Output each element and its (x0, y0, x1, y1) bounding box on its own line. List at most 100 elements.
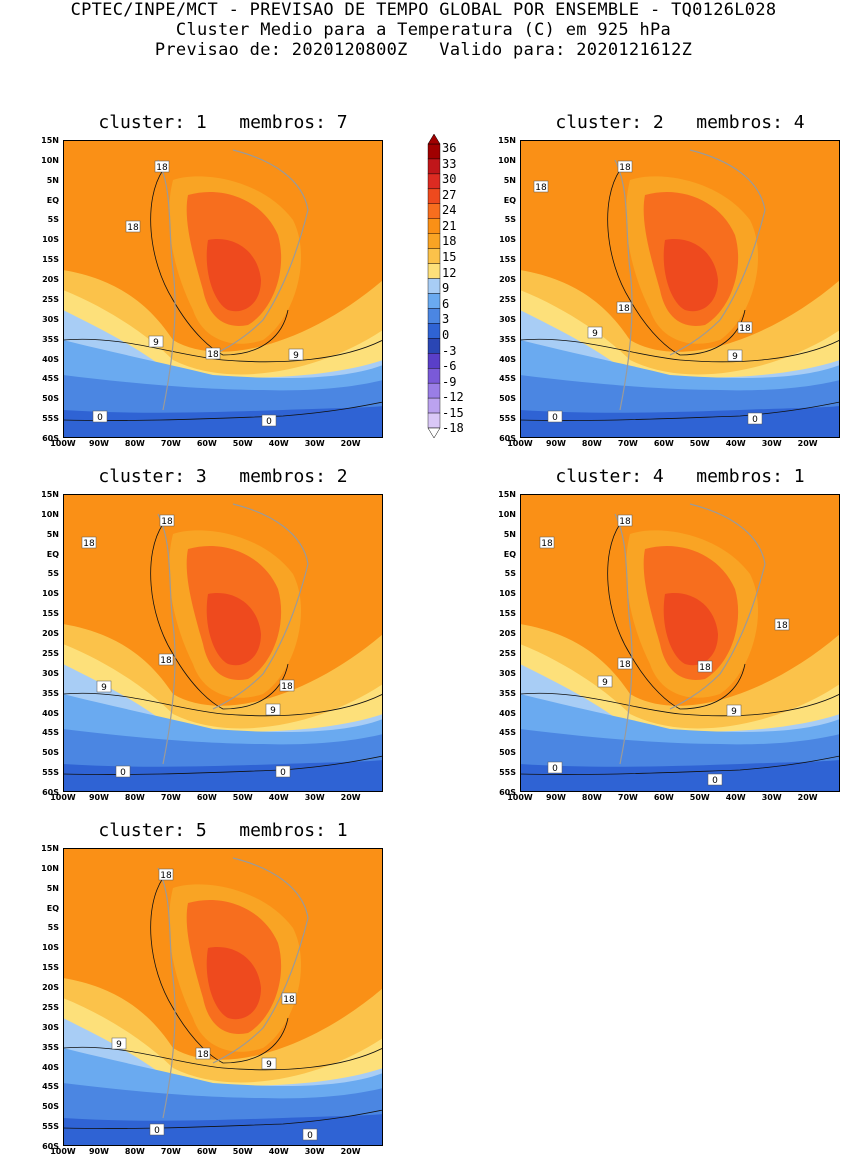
contour-label: 18 (154, 160, 170, 173)
lat-label: 10N (41, 863, 59, 873)
colorbar-label: 12 (442, 265, 457, 280)
lon-label: 60W (196, 439, 217, 448)
panel-title: cluster: 2 membros: 4 (555, 112, 805, 133)
lon-label: 70W (160, 439, 181, 448)
band-27 (663, 239, 718, 312)
lat-label: 15S (42, 609, 59, 619)
contour-18 (150, 877, 289, 1064)
colorbar-label: 24 (442, 203, 457, 218)
contour-label: 18 (81, 536, 97, 549)
lat-label: 10S (499, 589, 516, 599)
lat-label: 55S (499, 768, 516, 778)
contour-label: 9 (96, 680, 112, 693)
lat-label: 10N (41, 155, 59, 165)
svg-text:9: 9 (266, 1060, 272, 1070)
lat-label: 30S (42, 668, 59, 678)
colorbar-swatch (427, 397, 441, 414)
svg-text:18: 18 (83, 539, 95, 549)
svg-text:18: 18 (207, 350, 219, 360)
lon-label: 40W (725, 439, 746, 448)
svg-text:18: 18 (160, 656, 172, 666)
colorbar-swatch (427, 293, 441, 309)
contour-0 (520, 755, 840, 775)
contour-label: 0 (707, 773, 723, 786)
lat-label: 10S (499, 235, 516, 245)
lon-label: 70W (617, 439, 638, 448)
contour-label: 18 (125, 220, 141, 233)
lon-label: 50W (232, 793, 253, 802)
lon-label: 100W (50, 793, 76, 802)
lat-label: 35S (499, 334, 516, 344)
lat-label: 15N (498, 136, 516, 145)
lat-label: 20S (499, 629, 516, 639)
lat-label: 15S (42, 255, 59, 265)
lat-label: 20S (42, 983, 59, 993)
lat-label: 50S (499, 394, 516, 404)
colorbar-label: 3 (442, 312, 450, 327)
svg-text:0: 0 (712, 776, 718, 786)
contour-label: 18 (737, 321, 753, 334)
colorbar-swatch (427, 188, 441, 204)
band-27 (206, 593, 261, 666)
colorbar-label: -12 (442, 390, 464, 405)
svg-text:9: 9 (101, 683, 107, 693)
temperature-map: 18 18 18 18 9 9 0 0 (63, 494, 383, 792)
contour-label: 9 (288, 348, 304, 361)
contour-label: 18 (774, 618, 790, 631)
svg-text:9: 9 (270, 706, 276, 716)
contour-label: 18 (159, 514, 175, 527)
panel-title: cluster: 3 membros: 2 (98, 466, 348, 487)
svg-text:0: 0 (552, 764, 558, 774)
lat-label: 40S (42, 1062, 59, 1072)
coastline (614, 503, 766, 765)
svg-text:9: 9 (116, 1040, 122, 1050)
lat-label: 5N (503, 175, 516, 185)
colorbar-swatch (427, 233, 441, 249)
colorbar-swatch (427, 218, 441, 234)
svg-text:9: 9 (293, 351, 299, 361)
colorbar-top-arrow (427, 133, 441, 145)
contour-label: 0 (275, 765, 291, 778)
contour-label: 18 (279, 679, 295, 692)
contour-label: 9 (727, 349, 743, 362)
lat-label: 5S (47, 215, 59, 225)
contour-label: 9 (587, 326, 603, 339)
lat-label: 50S (42, 394, 59, 404)
colorbar-bottom-arrow (427, 427, 441, 439)
lat-label: 55S (42, 768, 59, 778)
lat-label: 45S (42, 1082, 59, 1092)
svg-text:0: 0 (266, 417, 272, 427)
lon-label: 80W (124, 793, 145, 802)
lat-label: 15N (41, 136, 59, 145)
lon-label: 80W (581, 793, 602, 802)
lon-label: 20W (797, 793, 818, 802)
lon-label: 20W (340, 793, 361, 802)
header-line-2: Cluster Medio para a Temperatura (C) em … (175, 20, 672, 40)
lon-label: 50W (232, 439, 253, 448)
contour-label: 0 (747, 412, 763, 425)
lat-label: 60S (42, 434, 59, 443)
coastline (157, 503, 309, 765)
lat-label: 5N (46, 883, 59, 893)
colorbar-label: 30 (442, 172, 457, 187)
map-panel-5: 18 18 18 9 9 0 0 (63, 848, 383, 1146)
colorbar-swatch (427, 353, 441, 369)
lon-label: 90W (88, 439, 109, 448)
svg-text:0: 0 (120, 768, 126, 778)
lat-label: 55S (499, 414, 516, 424)
lon-label: 70W (160, 1147, 181, 1156)
temperature-map: 18 18 18 9 9 0 0 (63, 140, 383, 438)
lat-label: 60S (42, 788, 59, 797)
lon-label: 90W (88, 793, 109, 802)
lat-label: 5S (504, 215, 516, 225)
lat-label: 35S (42, 688, 59, 698)
lon-label: 40W (268, 439, 289, 448)
contour-9 (63, 1046, 383, 1071)
band-27 (206, 239, 261, 312)
svg-text:18: 18 (281, 682, 293, 692)
lon-label: 90W (88, 1147, 109, 1156)
lat-label: 40S (499, 354, 516, 364)
lat-label: 45S (42, 728, 59, 738)
svg-text:9: 9 (732, 352, 738, 362)
header-line-3: Previsao de: 2020120800Z Valido para: 20… (154, 40, 693, 60)
